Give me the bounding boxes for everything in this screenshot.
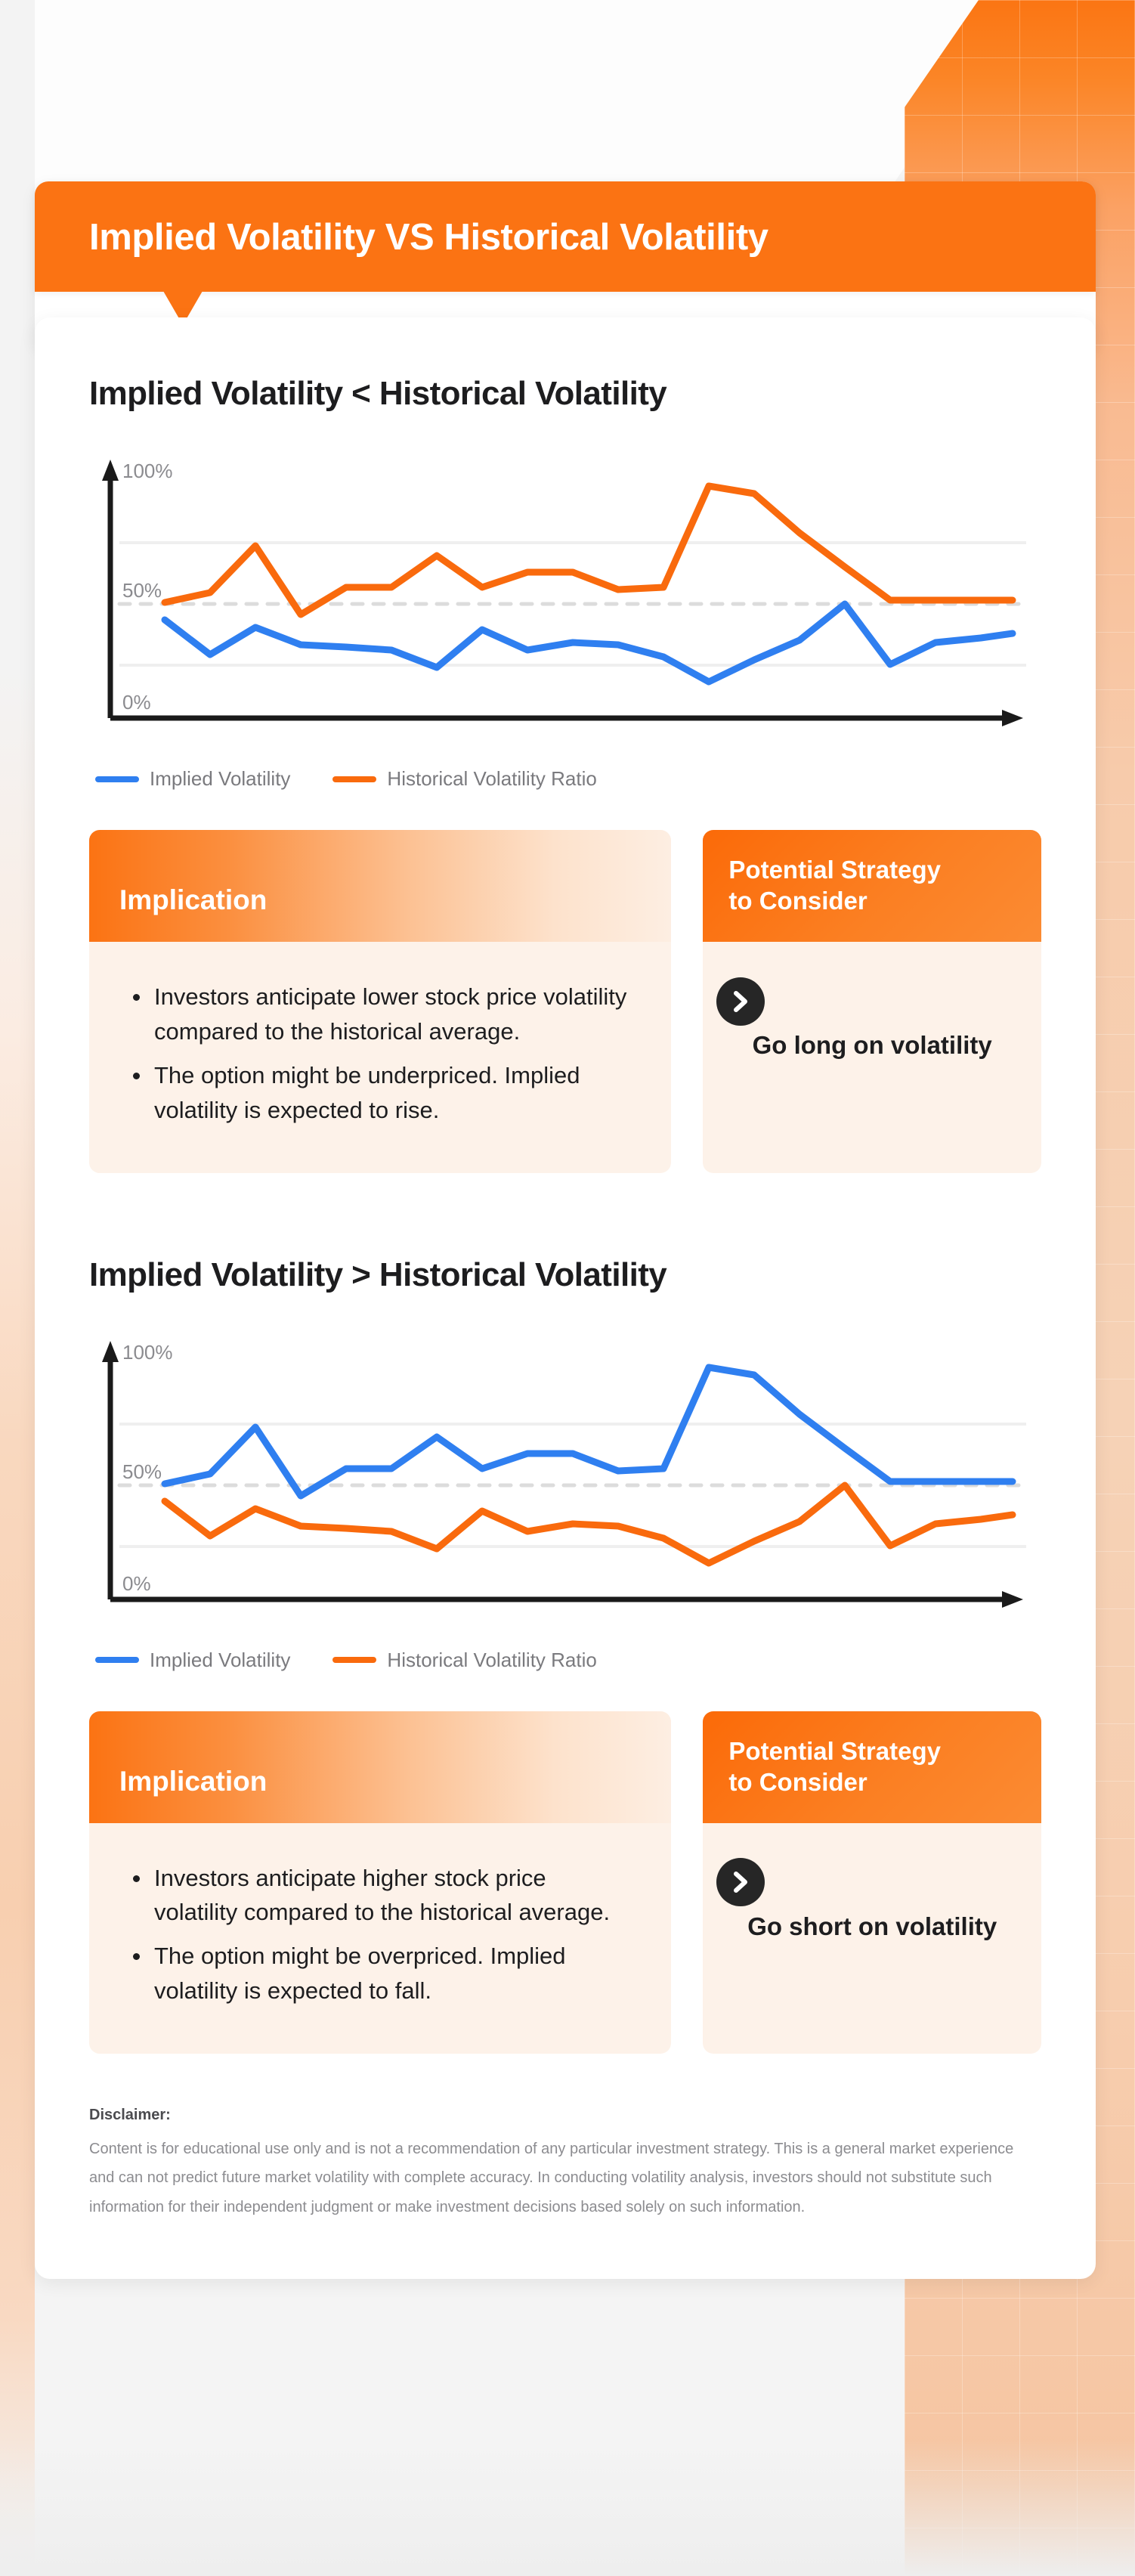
chart-2: 100% 50% 0% Implied Volatility Historica… bbox=[89, 1333, 1026, 1672]
chart-1-y-axis bbox=[102, 460, 119, 718]
section-title: Implied Volatility < Historical Volatili… bbox=[89, 375, 667, 412]
list-item: The option might be overpriced. Implied … bbox=[125, 1939, 635, 2008]
legend-swatch-blue bbox=[95, 776, 139, 782]
strategy-card-header-2: Potential Strategy to Consider bbox=[703, 1711, 1041, 1823]
implication-bullets-1: Investors anticipate lower stock price v… bbox=[125, 980, 635, 1128]
implication-card-body-2: Investors anticipate higher stock price … bbox=[89, 1823, 671, 2054]
chart-2-legend-item-implied: Implied Volatility bbox=[95, 1649, 290, 1672]
chart-1-series-historical bbox=[161, 482, 1016, 618]
chart-1-legend-item-historical: Historical Volatility Ratio bbox=[332, 767, 597, 791]
chart-1-x-axis bbox=[110, 710, 1023, 726]
strategy-header-line2: to Consider bbox=[728, 1767, 867, 1796]
implication-card-header-2: Implication bbox=[89, 1711, 672, 1823]
list-item: The option might be underpriced. Implied… bbox=[125, 1058, 635, 1128]
page-title: Implied Volatility VS Historical Volatil… bbox=[89, 217, 769, 258]
implication-card-body-1: Investors anticipate lower stock price v… bbox=[89, 942, 671, 1173]
chart-2-ytick-0: 0% bbox=[122, 1572, 151, 1595]
chart-2-svg: 100% 50% 0% bbox=[102, 1340, 1026, 1608]
cards-row-2: Implication Investors anticipate higher … bbox=[89, 1711, 1041, 2054]
chart-1-ytick-50: 50% bbox=[122, 579, 162, 602]
chart-1-gridlines bbox=[119, 541, 1026, 667]
implication-card-1: Implication Investors anticipate lower s… bbox=[89, 830, 672, 1173]
strategy-header-line2: to Consider bbox=[728, 887, 867, 915]
background-left-gradient bbox=[0, 0, 35, 2576]
chart-1-legend: Implied Volatility Historical Volatility… bbox=[89, 767, 1026, 791]
section-iv-less-than-hv: Implied Volatility < Historical Volatili… bbox=[89, 351, 1041, 1173]
strategy-header-line1: Potential Strategy bbox=[728, 856, 941, 884]
chart-2-y-axis bbox=[102, 1340, 119, 1599]
header-banner: Implied Volatility VS Historical Volatil… bbox=[35, 181, 1096, 325]
cards-row-1: Implication Investors anticipate lower s… bbox=[89, 830, 1041, 1173]
chart-2-ytick-50: 50% bbox=[122, 1460, 162, 1483]
strategy-card-header-1: Potential Strategy to Consider bbox=[703, 830, 1041, 942]
implication-card-header-1: Implication bbox=[89, 830, 672, 942]
disclaimer: Disclaimer: Content is for educational u… bbox=[89, 2107, 1041, 2221]
legend-label-implied: Implied Volatility bbox=[150, 767, 291, 790]
chart-1-series-implied bbox=[161, 600, 1016, 686]
legend-swatch-blue bbox=[95, 1657, 139, 1663]
chart-2-legend: Implied Volatility Historical Volatility… bbox=[89, 1649, 1026, 1672]
list-item: Investors anticipate higher stock price … bbox=[125, 1861, 635, 1930]
infographic-card: Implied Volatility VS Historical Volatil… bbox=[35, 181, 1096, 2280]
strategy-card-body-2: Go short on volatility bbox=[703, 1823, 1041, 2054]
disclaimer-title: Disclaimer: bbox=[89, 2107, 171, 2123]
background-bottom-fade bbox=[0, 2440, 1135, 2576]
section-title: Implied Volatility > Historical Volatili… bbox=[89, 1255, 667, 1293]
chevron-right-icon bbox=[716, 1858, 765, 1907]
strategy-card-body-1: Go long on volatility bbox=[703, 942, 1041, 1173]
section-iv-greater-than-hv: Implied Volatility > Historical Volatili… bbox=[89, 1173, 1041, 2054]
chart-2-x-axis bbox=[110, 1590, 1023, 1608]
chart-1-svg: 100% 50% 0% bbox=[102, 460, 1026, 726]
legend-swatch-orange bbox=[332, 776, 377, 782]
legend-label-historical: Historical Volatility Ratio bbox=[387, 1648, 597, 1671]
strategy-header-line1: Potential Strategy bbox=[728, 1736, 941, 1765]
list-item: Investors anticipate lower stock price v… bbox=[125, 980, 635, 1049]
chart-2-series-historical bbox=[161, 1482, 1016, 1566]
disclaimer-body: Content is for educational use only and … bbox=[89, 2141, 1014, 2215]
chart-2-gridlines bbox=[119, 1422, 1026, 1548]
implication-bullets-2: Investors anticipate higher stock price … bbox=[125, 1861, 635, 2009]
legend-swatch-orange bbox=[332, 1657, 377, 1663]
legend-label-historical: Historical Volatility Ratio bbox=[387, 767, 597, 790]
chart-2-legend-item-historical: Historical Volatility Ratio bbox=[332, 1648, 597, 1672]
implication-card-2: Implication Investors anticipate higher … bbox=[89, 1711, 672, 2054]
chart-1: 100% 50% 0% Implied Volatility Historica… bbox=[89, 452, 1026, 791]
chevron-right-icon bbox=[716, 977, 765, 1026]
chart-2-ytick-100: 100% bbox=[122, 1341, 173, 1364]
chart-1-legend-item-implied: Implied Volatility bbox=[95, 767, 290, 791]
strategy-text-2: Go short on volatility bbox=[747, 1912, 997, 1940]
chart-1-ytick-100: 100% bbox=[122, 460, 173, 482]
legend-label-implied: Implied Volatility bbox=[150, 1648, 291, 1671]
chart-2-series-implied bbox=[161, 1364, 1016, 1499]
strategy-text-1: Go long on volatility bbox=[752, 1031, 992, 1060]
chart-1-ytick-0: 0% bbox=[122, 691, 151, 714]
content-sheet: Implied Volatility < Historical Volatili… bbox=[35, 317, 1096, 2280]
